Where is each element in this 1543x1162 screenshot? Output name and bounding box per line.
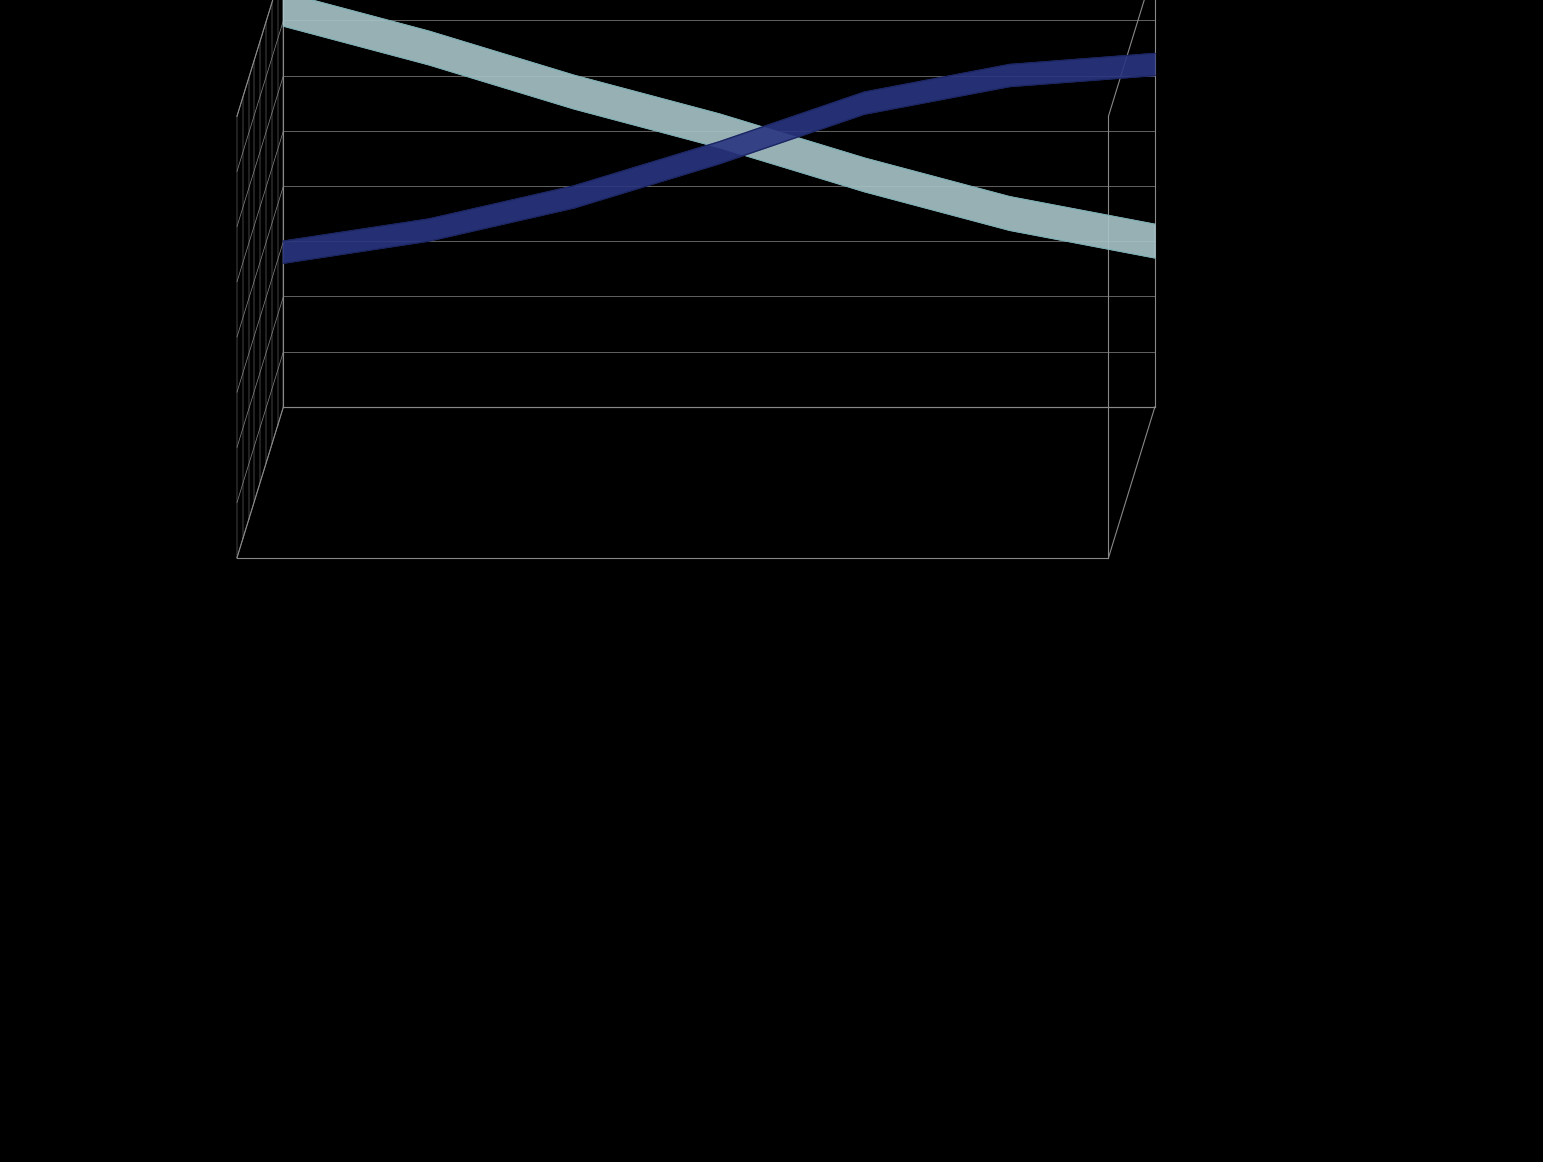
Polygon shape (284, 53, 1156, 264)
Polygon shape (284, 0, 1156, 258)
